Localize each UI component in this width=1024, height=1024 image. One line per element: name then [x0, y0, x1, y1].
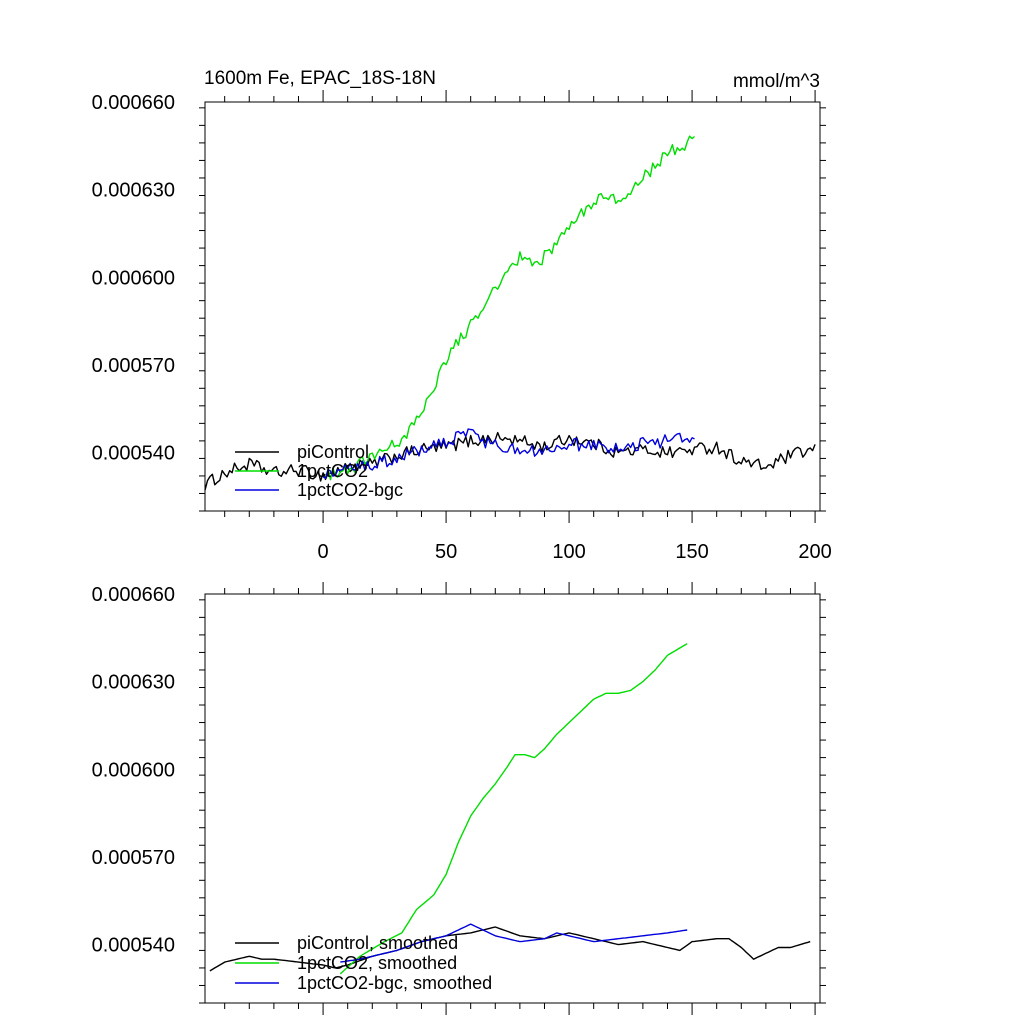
legend-label: 1pctCO2-bgc	[297, 480, 403, 500]
legend-label: 1pctCO2	[297, 461, 368, 481]
legend-label: piControl, smoothed	[297, 933, 458, 953]
y-tick-label: 0.000570	[92, 355, 175, 377]
x-tick-label: 150	[675, 541, 708, 563]
y-tick-label: 0.000540	[92, 443, 175, 465]
top-panel-y-tick-labels: 0.000540 0.000570 0.000600 0.000630 0.000660	[92, 92, 175, 465]
top-panel-series	[204, 135, 816, 491]
bottom-panel-series	[209, 643, 811, 975]
x-tick-label: 100	[552, 541, 585, 563]
bottom-panel: 0.000540 0.000570 0.000600 0.000630 0.000660…	[92, 582, 826, 1015]
x-tick-label: 50	[435, 541, 457, 563]
top-panel-title: 1600m Fe, EPAC_18S-18N	[204, 68, 436, 89]
legend-label: piControl	[297, 442, 369, 462]
series-line-1pctco2-smoothed	[339, 643, 688, 975]
series-line-1pctco2-bgc-smoothed	[340, 923, 688, 963]
top-panel-ticks	[199, 90, 826, 523]
top-panel-frame	[204, 101, 821, 512]
series-line-picontrol-smoothed	[209, 926, 811, 972]
y-tick-label: 0.000540	[92, 935, 175, 957]
y-tick-label: 0.000630	[92, 180, 175, 202]
top-panel: 1600m Fe, EPAC_18S-18N mmol/m^3 0.000540…	[92, 68, 832, 563]
legend-label: 1pctCO2-bgc, smoothed	[297, 973, 492, 993]
top-panel-x-tick-labels: 0 50 100 150 200	[318, 541, 832, 563]
x-tick-label: 200	[798, 541, 831, 563]
y-tick-label: 0.000630	[92, 672, 175, 694]
x-tick-label: 0	[318, 541, 329, 563]
y-tick-label: 0.000600	[92, 267, 175, 289]
series-line-1pctco2-bgc	[322, 428, 695, 479]
top-panel-units: mmol/m^3	[733, 71, 820, 92]
bottom-panel-y-tick-labels: 0.000540 0.000570 0.000600 0.000630 0.000660	[92, 584, 175, 957]
y-tick-label: 0.000600	[92, 759, 175, 781]
bottom-panel-ticks	[199, 582, 826, 1015]
series-line-1pctco2	[322, 135, 695, 481]
bottom-panel-frame	[204, 593, 821, 1004]
y-tick-label: 0.000660	[92, 584, 175, 606]
series-line-picontrol	[204, 431, 816, 491]
y-tick-label: 0.000660	[92, 92, 175, 114]
legend-label: 1pctCO2, smoothed	[297, 953, 457, 973]
y-tick-label: 0.000570	[92, 847, 175, 869]
